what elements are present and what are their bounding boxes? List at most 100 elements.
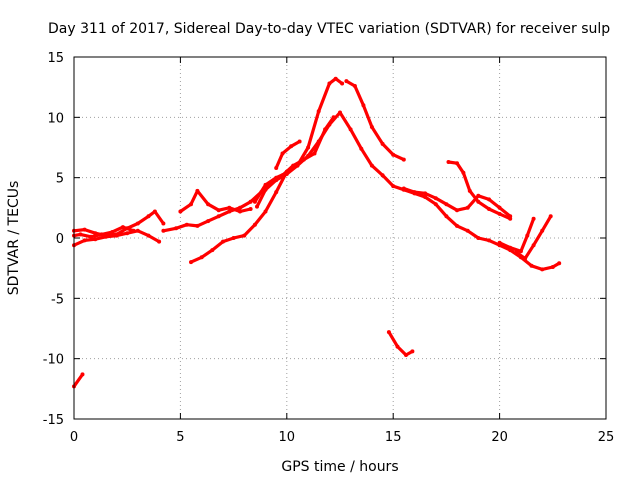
data-point [369, 125, 374, 129]
data-point [178, 209, 183, 214]
data-point [550, 265, 555, 269]
data-point [386, 330, 391, 335]
data-point [161, 228, 166, 233]
data-point [327, 81, 332, 86]
data-point [152, 209, 157, 214]
data-point [274, 190, 279, 195]
data-point [284, 172, 289, 176]
data-point [120, 225, 125, 230]
data-point [369, 163, 374, 168]
data-point [514, 250, 519, 255]
series-arc-j [274, 139, 302, 170]
series-arc-l [387, 330, 414, 357]
chart-title: Day 311 of 2017, Sidereal Day-to-day VTE… [48, 21, 610, 37]
data-point [487, 207, 491, 211]
data-point [531, 216, 536, 221]
data-point [221, 239, 225, 244]
data-point [125, 231, 130, 236]
data-point [93, 237, 98, 242]
data-point [465, 228, 470, 233]
data-point [548, 214, 553, 219]
data-point [476, 199, 481, 204]
data-point [359, 146, 364, 151]
data-point [338, 110, 342, 115]
series-arc-g [189, 170, 289, 264]
data-point [391, 152, 396, 157]
y-axis-label: SDTVAR / TECUs [6, 181, 22, 296]
data-point [467, 188, 472, 193]
data-point [82, 238, 87, 243]
data-point [289, 144, 294, 149]
data-point [216, 208, 221, 213]
data-point [352, 84, 357, 88]
data-point [540, 267, 545, 272]
data-point [327, 122, 332, 127]
data-point [455, 223, 459, 228]
data-point [274, 166, 279, 170]
x-tick-label: 20 [491, 430, 508, 445]
series-arc-e [161, 115, 336, 233]
x-tick-label: 5 [176, 430, 184, 445]
data-point [227, 209, 232, 214]
data-point [78, 232, 83, 237]
data-point [146, 214, 151, 219]
data-point [131, 228, 136, 233]
data-point [401, 157, 406, 162]
data-point [455, 208, 459, 213]
data-point [523, 256, 528, 261]
data-point [476, 236, 481, 240]
y-tick-label: 10 [47, 111, 64, 126]
data-point [146, 233, 151, 238]
data-point [206, 219, 211, 224]
data-point [242, 233, 247, 238]
data-point [316, 139, 321, 144]
data-point [110, 230, 115, 234]
x-tick-label: 25 [598, 430, 615, 445]
data-point [476, 193, 481, 198]
data-point [461, 170, 466, 175]
data-point [231, 236, 236, 240]
data-point [455, 161, 459, 166]
data-point [297, 139, 302, 144]
data-point [497, 211, 502, 216]
data-point [404, 353, 408, 357]
x-tick-label: 15 [385, 430, 402, 445]
data-point [525, 233, 530, 238]
data-point [135, 228, 140, 233]
data-point [195, 188, 200, 193]
data-point [252, 222, 257, 227]
data-point [423, 195, 428, 199]
grid [74, 57, 606, 419]
data-point [508, 245, 513, 250]
data-point [295, 163, 300, 168]
series-arc-h [253, 77, 344, 204]
data-point [263, 187, 268, 192]
x-tick-label: 0 [70, 430, 78, 445]
data-point [380, 173, 385, 178]
data-point [333, 76, 338, 81]
data-point [540, 228, 545, 233]
data-point [238, 205, 242, 210]
data-point [255, 204, 259, 209]
data-point [306, 153, 311, 158]
data-point [199, 255, 204, 260]
data-point [263, 209, 268, 214]
series-group [72, 76, 562, 389]
data-point [238, 209, 242, 214]
y-tick-label: -10 [43, 353, 64, 368]
data-point [487, 197, 491, 202]
data-point [316, 109, 321, 114]
data-point [348, 127, 353, 132]
data-point [280, 151, 285, 156]
data-point [465, 205, 470, 210]
data-point [344, 79, 349, 84]
data-point [263, 182, 268, 187]
data-point [433, 196, 438, 201]
data-point [380, 141, 385, 146]
data-point [340, 81, 345, 86]
data-point [157, 239, 162, 244]
x-axis-label: GPS time / hours [281, 459, 398, 475]
x-tick-label: 10 [279, 430, 296, 445]
data-point [174, 226, 179, 231]
